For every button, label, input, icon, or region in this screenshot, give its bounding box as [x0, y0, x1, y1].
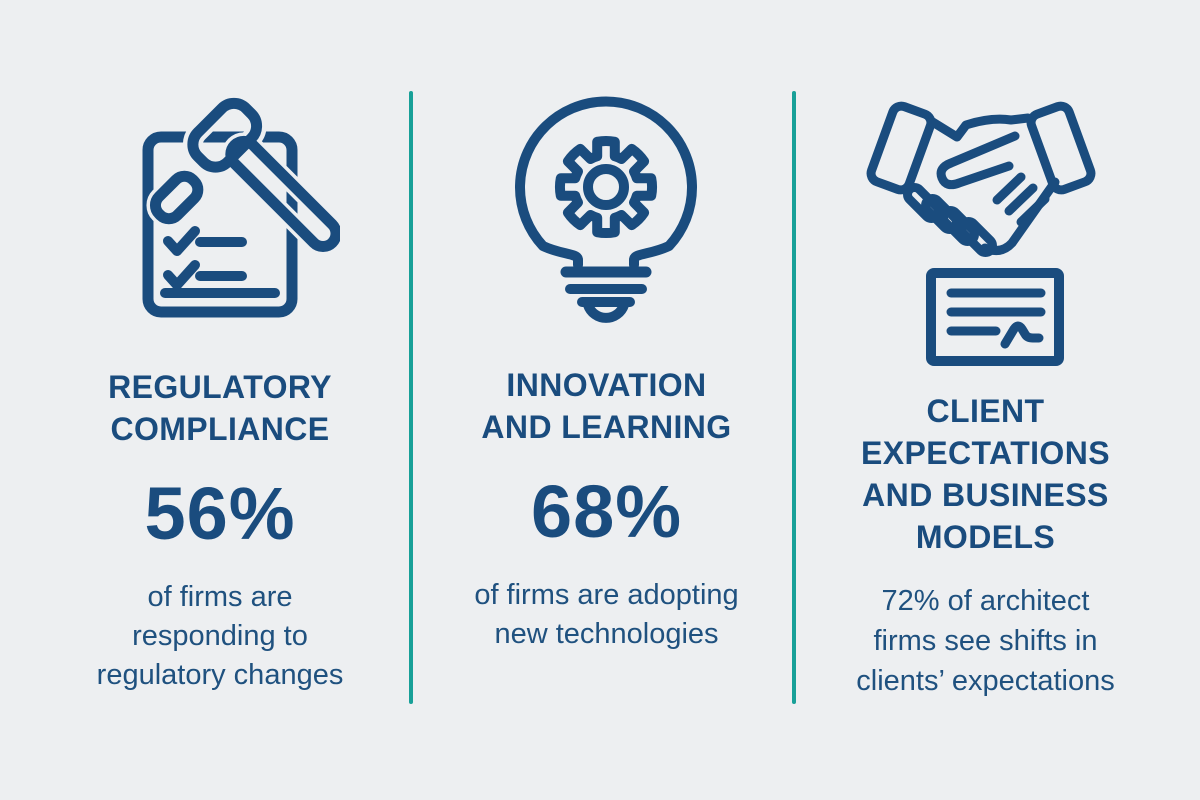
- bulb-shape: [514, 96, 697, 323]
- column-title: CLIENT EXPECTATIONS AND BUSINESS MODELS: [861, 393, 1110, 555]
- handshake-contract-icon: [851, 100, 1111, 370]
- column-divider-right: [792, 91, 796, 704]
- gavel-document-icon: [120, 95, 340, 325]
- lightbulb-gear-svg: [514, 96, 697, 323]
- column-client-expectations: CLIENT EXPECTATIONS AND BUSINESS MODELS …: [795, 0, 1200, 800]
- stat-description: 72% of architect firms see shifts in cli…: [856, 585, 1115, 697]
- stat-value: 68%: [530, 470, 683, 553]
- stat-description: of firms are adopting new technologies: [474, 579, 739, 650]
- gear-shape: [554, 135, 657, 239]
- column-title: INNOVATION AND LEARNING: [481, 367, 732, 445]
- gavel-shape: [146, 95, 340, 256]
- handshake-contract-svg: [866, 101, 1095, 366]
- column-divider-left: [409, 91, 413, 704]
- column-regulatory-compliance: REGULATORY COMPLIANCE 56% of firms are r…: [0, 0, 410, 800]
- gavel-document-svg: [142, 95, 340, 318]
- column-title: REGULATORY COMPLIANCE: [108, 369, 332, 447]
- handshake-shape: [866, 101, 1095, 257]
- stat-description: of firms are responding to regulatory ch…: [96, 581, 344, 691]
- column-innovation-learning: INNOVATION AND LEARNING 68% of firms are…: [410, 0, 795, 800]
- stat-value: 56%: [144, 472, 296, 555]
- contract-shape: [925, 268, 1064, 366]
- lightbulb-gear-icon: [502, 95, 722, 330]
